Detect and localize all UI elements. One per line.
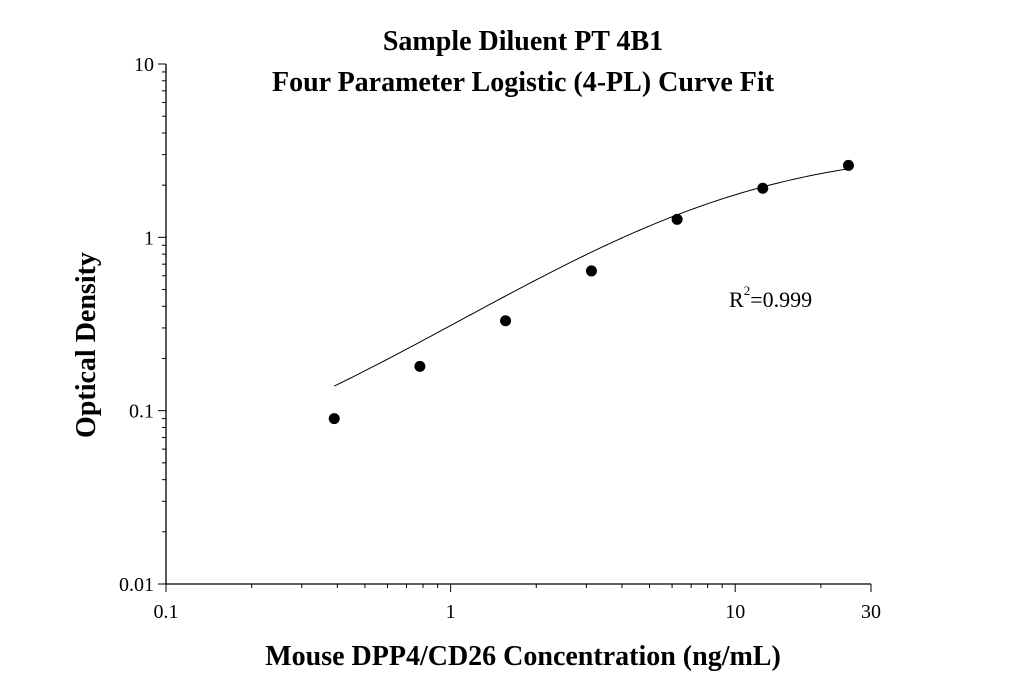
data-point	[842, 159, 854, 171]
data-point	[671, 213, 683, 225]
y-tick-label: 0.01	[119, 574, 154, 596]
x-tick-label: 0.1	[154, 601, 179, 623]
fit-curve	[334, 168, 849, 387]
x-axis-label: Mouse DPP4/CD26 Concentration (ng/mL)	[265, 641, 781, 672]
y-tick-label: 0.1	[129, 401, 154, 423]
data-point	[585, 265, 597, 277]
r-squared-annotation: R2=0.999	[729, 283, 812, 312]
y-tick-label: 1	[144, 227, 154, 249]
x-tick-label: 1	[446, 601, 456, 623]
data-point	[757, 182, 769, 194]
chart-title: Sample Diluent PT 4B1	[383, 26, 663, 57]
y-tick-label: 10	[134, 54, 154, 76]
data-point	[500, 315, 512, 327]
data-point	[328, 413, 340, 425]
x-tick-label: 30	[861, 601, 881, 623]
r-squared-superscript: 2	[744, 283, 751, 298]
r-squared-base: R	[729, 287, 744, 312]
data-point	[414, 360, 426, 372]
y-axis-label: Optical Density	[71, 252, 102, 438]
r-squared-value: =0.999	[750, 287, 812, 312]
x-tick-label: 10	[725, 601, 745, 623]
chart-subtitle: Four Parameter Logistic (4-PL) Curve Fit	[272, 67, 775, 98]
